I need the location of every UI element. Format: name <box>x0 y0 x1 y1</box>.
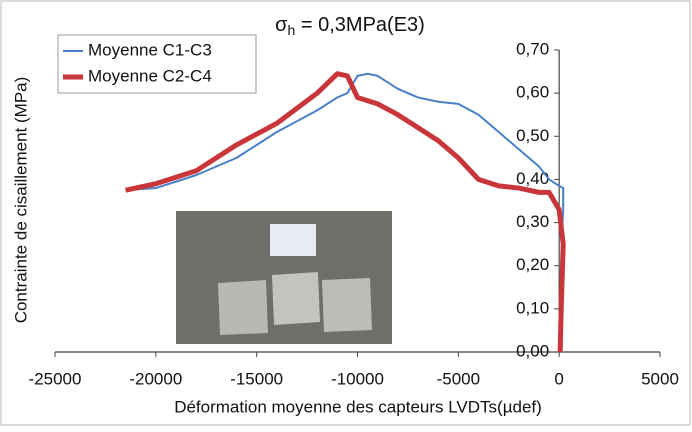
title-symbol: σ <box>275 14 288 36</box>
y-tick-label: 0,60 <box>516 83 549 102</box>
y-tick-label: 0,20 <box>516 255 549 274</box>
x-tick-label: 0 <box>554 369 563 388</box>
x-tick-label: -20000 <box>129 369 182 388</box>
y-tick-label: 0,10 <box>516 298 549 317</box>
x-tick-label: -25000 <box>29 369 82 388</box>
x-axis-label: Déformation moyenne des capteurs LVDTs(µ… <box>174 397 542 416</box>
legend-label: Moyenne C1-C3 <box>88 40 212 59</box>
y-tick-label: 0,70 <box>516 39 549 58</box>
legend-label: Moyenne C2-C4 <box>88 66 212 85</box>
title-rest: = 0,3MPa(E3) <box>295 14 425 36</box>
y-tick-label: 0,40 <box>516 169 549 188</box>
x-tick-label: -10000 <box>331 369 384 388</box>
x-tick-label: -15000 <box>230 369 283 388</box>
y-tick-label: 0,50 <box>516 126 549 145</box>
series-line <box>125 72 565 232</box>
legend-box <box>57 34 257 94</box>
series-line <box>125 71 566 353</box>
x-tick-label: -5000 <box>437 369 480 388</box>
photo-specimen <box>322 278 372 332</box>
x-tick-label: 5000 <box>641 369 679 388</box>
photo-specimen <box>218 280 268 335</box>
photo-specimen <box>272 272 320 325</box>
y-tick-label: 0,30 <box>516 212 549 231</box>
y-axis-label: Contrainte de cisaillement (MPa) <box>11 77 30 324</box>
chart-title: σh = 0,3MPa(E3) <box>275 14 425 37</box>
photo-label-card <box>270 224 316 256</box>
y-tick-label: 0,00 <box>516 341 549 360</box>
photo-inset <box>176 211 392 344</box>
title-subscript: h <box>288 22 296 38</box>
